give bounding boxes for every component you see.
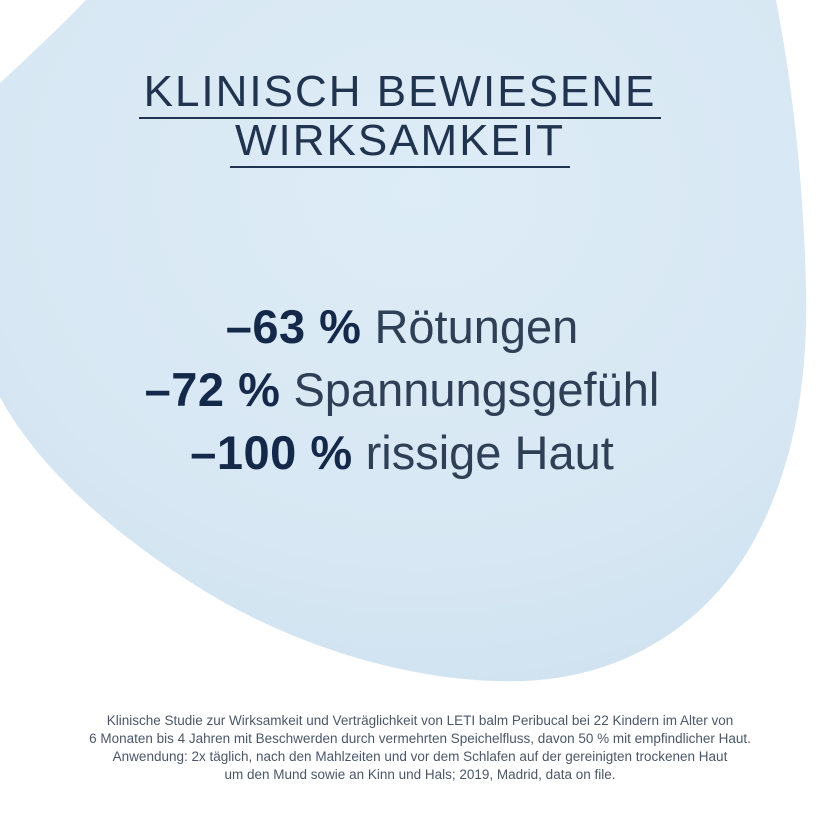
stat-label: Spannungsgefühl xyxy=(293,363,660,416)
stats-list: –63 % Rötungen –72 % Spannungsgefühl –100 … xyxy=(0,295,822,484)
footnote-line: 6 Monaten bis 4 Jahren mit Beschwerden d… xyxy=(89,731,751,746)
page-title-line-2: WIRKSAMKEIT xyxy=(229,119,571,168)
footnote-line: Anwendung: 2x täglich, nach den Mahlzeit… xyxy=(112,749,728,764)
page-title: KLINISCH BEWIESENE WIRKSAMKEIT xyxy=(0,70,820,168)
stat-value: –72 % xyxy=(144,363,281,416)
stat-row: –100 % rissige Haut xyxy=(0,421,822,484)
page-title-line-1: KLINISCH BEWIESENE xyxy=(138,70,662,119)
stat-label: rissige Haut xyxy=(365,426,614,479)
stat-row: –72 % Spannungsgefühl xyxy=(0,358,822,421)
footnote-line: um den Mund sowie an Kinn und Hals; 2019… xyxy=(224,767,616,782)
blob-path xyxy=(0,0,807,682)
footnote-line: Klinische Studie zur Wirksamkeit und Ver… xyxy=(106,713,734,728)
stat-row: –63 % Rötungen xyxy=(0,295,822,358)
stat-value: –100 % xyxy=(190,426,353,479)
stat-value: –63 % xyxy=(225,300,362,353)
stat-label: Rötungen xyxy=(374,300,579,353)
study-footnote: Klinische Studie zur Wirksamkeit und Ver… xyxy=(0,712,840,784)
